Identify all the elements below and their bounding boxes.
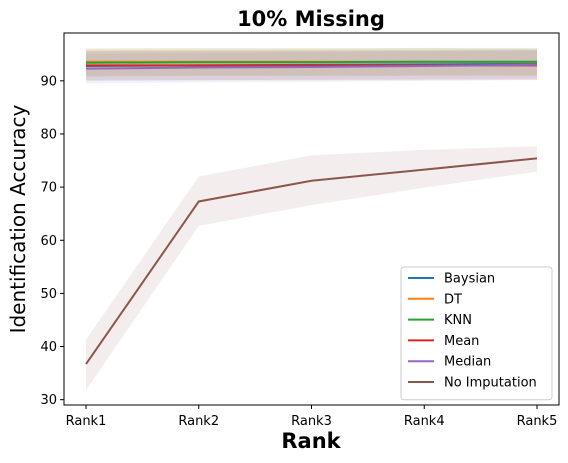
- x-tick-label: Rank3: [291, 414, 332, 429]
- legend-label-mean: Mean: [444, 334, 479, 349]
- x-tick-label: Rank1: [66, 414, 107, 429]
- band-no-imputation: [86, 146, 537, 391]
- line-median: [85, 63, 538, 70]
- y-axis: 30 40 50 60 70 80 90: [40, 74, 64, 408]
- chart-title: 10% Missing: [237, 7, 385, 31]
- x-tick-label: Rank5: [517, 414, 558, 429]
- legend-box: [400, 266, 553, 401]
- y-tick-label: 40: [40, 340, 57, 355]
- x-axis-label: Rank: [281, 429, 341, 453]
- series-lines: [85, 60, 538, 365]
- legend-label-no-imputation: No Imputation: [444, 376, 537, 391]
- x-tick-label: Rank4: [404, 414, 445, 429]
- legend-label-dt: DT: [444, 292, 462, 307]
- x-tick-label: Rank2: [178, 414, 219, 429]
- y-tick-label: 30: [40, 393, 57, 408]
- line-knn: [85, 60, 537, 64]
- y-tick-label: 90: [40, 74, 57, 89]
- legend-label-knn: KNN: [444, 313, 472, 328]
- legend-label-median: Median: [444, 355, 491, 370]
- y-tick-label: 80: [40, 127, 57, 142]
- y-axis-label: Identification Accuracy: [6, 104, 30, 333]
- y-tick-label: 70: [40, 181, 57, 196]
- legend: Baysian DT KNN Mean Median No Imputation: [400, 266, 553, 401]
- legend-label-baysian: Baysian: [444, 272, 495, 287]
- line-no-imputation: [85, 157, 538, 365]
- x-axis: Rank1 Rank2 Rank3 Rank4 Rank5: [66, 405, 558, 429]
- y-tick-label: 50: [40, 287, 57, 302]
- y-tick-label: 60: [40, 234, 57, 249]
